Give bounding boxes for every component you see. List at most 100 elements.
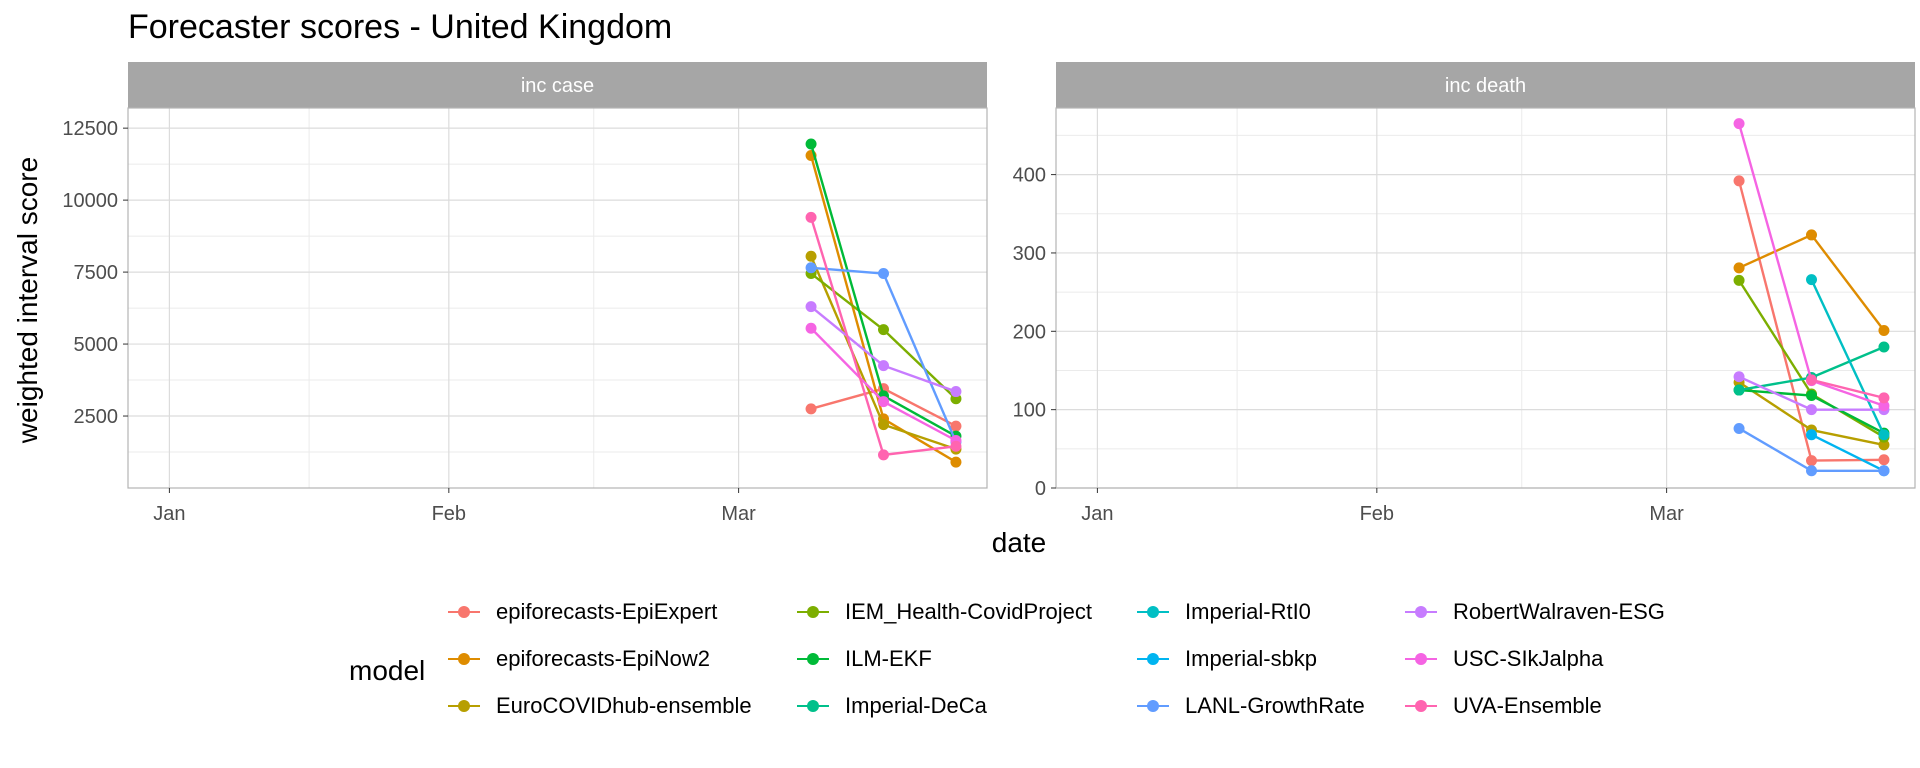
legend-item: IEM_Health-CovidProject <box>795 597 1092 627</box>
legend-item: Imperial-RtI0 <box>1135 597 1311 627</box>
series-line-segment <box>1811 379 1885 407</box>
facet-strip <box>1056 62 1915 108</box>
legend-item: EuroCOVIDhub-ensemble <box>446 691 752 721</box>
series-line-segment <box>1811 428 1885 447</box>
data-point <box>1733 274 1745 286</box>
legend-key-dot <box>807 606 819 618</box>
data-point <box>950 456 962 468</box>
legend-label: Imperial-sbkp <box>1185 646 1318 671</box>
y-tick-label: 12500 <box>62 118 118 140</box>
panel-border <box>1055 107 1916 489</box>
data-point <box>878 324 890 336</box>
legend-key-dot <box>807 653 819 665</box>
chart-title: Forecaster scores - United Kingdom <box>128 8 673 46</box>
series-usc-sikjalpha <box>1733 118 1890 412</box>
series-line-segment <box>882 417 957 464</box>
legend-key-icon <box>795 691 831 721</box>
legend-key-dot <box>807 700 819 712</box>
y-tick-label: 7500 <box>74 262 119 284</box>
series-line-segment <box>883 364 957 393</box>
facet-strip-label: inc case <box>521 75 594 97</box>
series-line-segment <box>810 327 885 403</box>
x-tick-label: Jan <box>153 503 185 525</box>
series-line-segment <box>1738 279 1813 395</box>
legend-label: RobertWalraven-ESG <box>1453 599 1665 624</box>
data-point <box>1733 118 1745 130</box>
legend-item: LANL-GrowthRate <box>1135 691 1365 721</box>
legend-key-dot <box>1415 700 1427 712</box>
data-point <box>1806 274 1818 286</box>
legend-label: ILM-EKF <box>845 646 932 671</box>
plot-background <box>128 108 987 488</box>
series-line-segment <box>1738 375 1813 411</box>
legend-key-icon <box>446 644 482 674</box>
y-tick-label: 200 <box>1013 321 1046 343</box>
series-line-segment <box>882 273 958 443</box>
legend-label: UVA-Ensemble <box>1453 693 1602 718</box>
legend-item: Imperial-DeCa <box>795 691 987 721</box>
series-imperial-deca <box>1733 341 1890 396</box>
series-epiforecasts-epinow2 <box>1733 229 1890 337</box>
legend-item: Imperial-sbkp <box>1135 644 1317 674</box>
data-point <box>805 262 817 274</box>
legend-item: RobertWalraven-ESG <box>1403 597 1665 627</box>
series-line-segment <box>882 400 957 442</box>
data-point <box>1806 429 1818 441</box>
legend-key-icon <box>446 691 482 721</box>
data-point <box>1733 384 1745 396</box>
series-line-segment <box>882 387 957 428</box>
data-point <box>805 138 817 150</box>
data-point <box>878 360 890 372</box>
x-axis-label: date <box>991 527 1047 558</box>
data-point <box>950 386 962 398</box>
x-tick-label: Feb <box>1360 503 1394 525</box>
legend-key-icon <box>1403 644 1439 674</box>
series-line-segment <box>1737 180 1813 461</box>
legend-key-dot <box>458 653 470 665</box>
data-point <box>950 420 962 432</box>
data-point <box>805 250 817 262</box>
legend-key-icon <box>1135 691 1171 721</box>
data-point <box>878 419 890 431</box>
x-tick-label: Feb <box>432 503 466 525</box>
legend-key-dot <box>1415 606 1427 618</box>
data-point <box>1806 390 1818 402</box>
legend-item: UVA-Ensemble <box>1403 691 1602 721</box>
data-point <box>1733 422 1745 434</box>
legend-key-dot <box>458 700 470 712</box>
series-line-segment <box>882 394 957 438</box>
panel-border <box>127 107 988 489</box>
y-tick-label: 0 <box>1035 478 1046 500</box>
legend-key-dot <box>1147 700 1159 712</box>
data-point <box>1878 454 1890 466</box>
data-point <box>1878 341 1890 353</box>
series-line-segment <box>1738 427 1813 472</box>
series-line-segment <box>1737 123 1813 381</box>
legend-label: EuroCOVIDhub-ensemble <box>496 693 752 718</box>
series-line-segment <box>1810 433 1885 472</box>
series-line-segment <box>883 423 957 451</box>
data-point <box>1878 325 1890 337</box>
legend-key-dot <box>1415 653 1427 665</box>
legend-key-icon <box>1403 691 1439 721</box>
legend-key-icon <box>1403 597 1439 627</box>
legend-label: epiforecasts-EpiExpert <box>496 599 718 624</box>
legend-label: IEM_Health-CovidProject <box>845 599 1092 624</box>
data-point <box>950 440 962 452</box>
data-point <box>1733 175 1745 187</box>
data-point <box>1733 371 1745 383</box>
legend-title: model <box>349 655 426 686</box>
series-line-segment <box>809 217 885 456</box>
legend-key-dot <box>458 606 470 618</box>
legend-key-icon <box>446 597 482 627</box>
data-point <box>878 268 890 280</box>
legend-key-icon <box>1135 597 1171 627</box>
y-tick-label: 10000 <box>62 190 118 212</box>
data-point <box>1806 229 1818 241</box>
legend-label: Imperial-DeCa <box>845 693 987 718</box>
series-line-segment <box>810 272 885 331</box>
data-point <box>1733 262 1745 274</box>
facet-strip <box>128 62 987 108</box>
legend-item: epiforecasts-EpiExpert <box>446 597 717 627</box>
data-point <box>1806 374 1818 386</box>
